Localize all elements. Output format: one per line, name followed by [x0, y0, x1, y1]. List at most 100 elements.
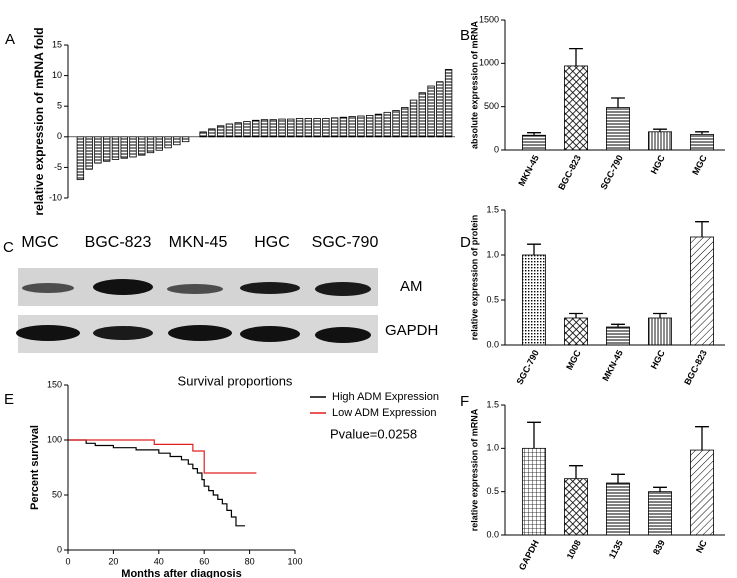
bar: [138, 136, 146, 156]
y-tick-label: 1000: [479, 58, 499, 68]
bar: [111, 136, 120, 160]
bar: [330, 117, 339, 138]
bar: [418, 92, 427, 138]
legend-label: High ADM Expression: [332, 391, 439, 403]
y-tick-label: 1500: [479, 14, 499, 24]
y-tick-label: -10: [49, 192, 62, 202]
y-tick-label: 10: [52, 70, 62, 80]
bar: [348, 116, 356, 138]
bar: [436, 81, 444, 138]
y-tick-label: 1.5: [486, 204, 499, 214]
bar: [374, 113, 383, 138]
y-tick-label: 15: [52, 39, 62, 49]
error-bar: [569, 47, 583, 66]
bar: [606, 107, 630, 151]
x-tick-label: 20: [108, 556, 118, 566]
x-tick-label: 0: [65, 556, 70, 566]
bar: [146, 136, 155, 154]
bar: [392, 110, 400, 138]
y-axis-label: relative expression of mRNA: [469, 408, 479, 531]
bar: [383, 111, 391, 138]
error-bar: [611, 323, 625, 327]
error-bar: [653, 486, 667, 492]
x-tick-label: SGC-790: [598, 153, 624, 191]
bar: [648, 491, 672, 536]
x-axis-label: Months after diagnosis: [121, 568, 241, 578]
x-tick-label: 60: [199, 556, 209, 566]
y-tick-label: 0.0: [486, 529, 499, 539]
y-tick-label: 0: [57, 544, 62, 554]
bar: [690, 236, 714, 346]
y-tick-label: 1.5: [486, 399, 499, 409]
bar: [564, 65, 588, 151]
bar: [522, 447, 546, 536]
bar: [690, 133, 714, 151]
x-tick-label: SGC-790: [514, 348, 540, 386]
error-bar: [695, 131, 709, 135]
bar: [564, 478, 588, 536]
survival-line: [68, 439, 257, 474]
x-tick-label: MGC: [564, 348, 583, 372]
bar: [155, 136, 163, 151]
bar: [564, 317, 588, 346]
y-tick-label: 500: [484, 101, 499, 111]
blot-image: [16, 268, 378, 353]
y-tick-label: -5: [54, 162, 62, 172]
panel-label: C: [3, 239, 14, 256]
bar: [690, 449, 714, 536]
bar: [304, 118, 313, 138]
bar: [269, 119, 277, 138]
bar: [427, 85, 435, 138]
bar: [295, 118, 304, 138]
row-label: AM: [400, 278, 423, 295]
y-tick-label: 100: [47, 434, 62, 444]
bar: [322, 118, 330, 138]
row-label: GAPDH: [385, 322, 438, 339]
bar: [173, 136, 181, 146]
error-bar: [569, 465, 583, 479]
error-bar: [527, 132, 541, 136]
bar: [243, 121, 251, 138]
x-tick-label: HGC: [649, 348, 667, 371]
bar: [85, 136, 93, 170]
bar: [208, 128, 216, 138]
bar: [606, 326, 630, 346]
bar: [120, 136, 128, 159]
bar: [199, 131, 207, 138]
bar: [339, 116, 348, 138]
x-tick-label: MGC: [690, 153, 709, 177]
y-tick-label: 1.0: [486, 249, 499, 259]
lane-label: HGC: [254, 234, 290, 251]
y-tick-label: 0.5: [486, 294, 499, 304]
bar: [260, 119, 269, 138]
bar: [129, 136, 137, 158]
error-bar: [611, 473, 625, 483]
error-bar: [527, 421, 541, 449]
panel-label: D: [460, 234, 471, 251]
chart-title: Survival proportions: [178, 373, 293, 388]
legend-label: Low ADM Expression: [332, 407, 437, 419]
error-bar: [611, 97, 625, 108]
y-tick-label: 5: [57, 101, 62, 111]
y-tick-label: 1.0: [486, 443, 499, 453]
y-axis-label: absolute expression of mRNA: [469, 20, 479, 149]
survival-line: [68, 439, 246, 527]
x-tick-label: GAPDH: [517, 538, 541, 571]
error-bar: [653, 128, 667, 132]
bar: [102, 136, 111, 162]
x-tick-label: 40: [154, 556, 164, 566]
bar: [278, 118, 286, 138]
lane-label: SGC-790: [312, 234, 379, 251]
y-tick-label: 0.0: [486, 339, 499, 349]
x-tick-label: 100: [287, 556, 302, 566]
error-bar: [695, 221, 709, 237]
y-axis-label: Percent survival: [29, 425, 41, 510]
bar: [522, 134, 546, 151]
error-bar: [569, 312, 583, 318]
lane-label: MGC: [21, 234, 58, 251]
bar: [366, 114, 374, 138]
bar: [94, 136, 102, 164]
bar: [76, 136, 85, 181]
y-tick-label: 150: [47, 379, 62, 389]
